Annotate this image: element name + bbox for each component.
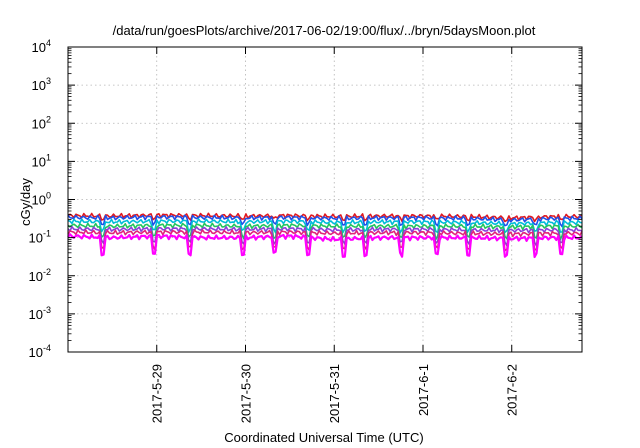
y-tick-label-base: 10 bbox=[32, 193, 46, 208]
y-tick-label-exponent: 0 bbox=[46, 191, 51, 201]
y-tick-label: 10-2 bbox=[29, 267, 51, 284]
y-tick-label: 104 bbox=[32, 38, 51, 55]
y-tick-label-exponent: -1 bbox=[43, 229, 51, 239]
series-line bbox=[67, 218, 583, 234]
y-axis-label: cGy/day bbox=[18, 178, 33, 226]
y-tick-label: 103 bbox=[32, 76, 51, 93]
y-tick-label-exponent: 2 bbox=[46, 114, 51, 124]
y-tick-label: 10-3 bbox=[29, 305, 51, 322]
x-axis-label: Coordinated Universal Time (UTC) bbox=[224, 430, 423, 445]
x-tick-label: 2017-5-31 bbox=[327, 364, 342, 423]
y-tick-label: 10-4 bbox=[29, 343, 51, 360]
y-tick-label-base: 10 bbox=[29, 269, 43, 284]
series-layer bbox=[67, 212, 583, 259]
series-line bbox=[67, 212, 582, 223]
series-line bbox=[67, 222, 583, 241]
tick-layer: 10-410-310-210-11001011021031042017-5-29… bbox=[29, 38, 582, 423]
y-tick-label-base: 10 bbox=[32, 40, 46, 55]
y-tick-label: 102 bbox=[32, 114, 51, 131]
y-tick-label-exponent: -4 bbox=[43, 343, 51, 353]
y-tick-label-exponent: 3 bbox=[46, 76, 51, 86]
y-tick-label-exponent: -2 bbox=[43, 267, 51, 277]
y-tick-label-base: 10 bbox=[32, 78, 46, 93]
x-tick-label: 2017-6-2 bbox=[505, 364, 520, 416]
series-line bbox=[67, 229, 583, 252]
y-tick-label-exponent: 1 bbox=[46, 152, 51, 162]
y-tick-label-base: 10 bbox=[29, 307, 43, 322]
y-tick-label-base: 10 bbox=[29, 231, 43, 246]
x-tick-label: 2017-6-1 bbox=[416, 364, 431, 416]
series-line bbox=[67, 226, 583, 247]
y-tick-label-exponent: 4 bbox=[46, 38, 51, 48]
series-line bbox=[67, 214, 583, 228]
y-tick-label-exponent: -3 bbox=[43, 305, 51, 315]
y-tick-label: 100 bbox=[32, 191, 51, 208]
y-tick-label-base: 10 bbox=[29, 345, 43, 360]
series-line bbox=[67, 233, 583, 259]
chart-title: /data/run/goesPlots/archive/2017-06-02/1… bbox=[113, 23, 536, 38]
x-tick-label: 2017-5-29 bbox=[150, 364, 165, 423]
y-tick-label-base: 10 bbox=[32, 154, 46, 169]
y-tick-label: 101 bbox=[32, 152, 51, 169]
x-tick-label: 2017-5-30 bbox=[238, 364, 253, 423]
grid-layer bbox=[68, 47, 582, 352]
y-tick-label-base: 10 bbox=[32, 116, 46, 131]
y-tick-label: 10-1 bbox=[29, 229, 51, 246]
